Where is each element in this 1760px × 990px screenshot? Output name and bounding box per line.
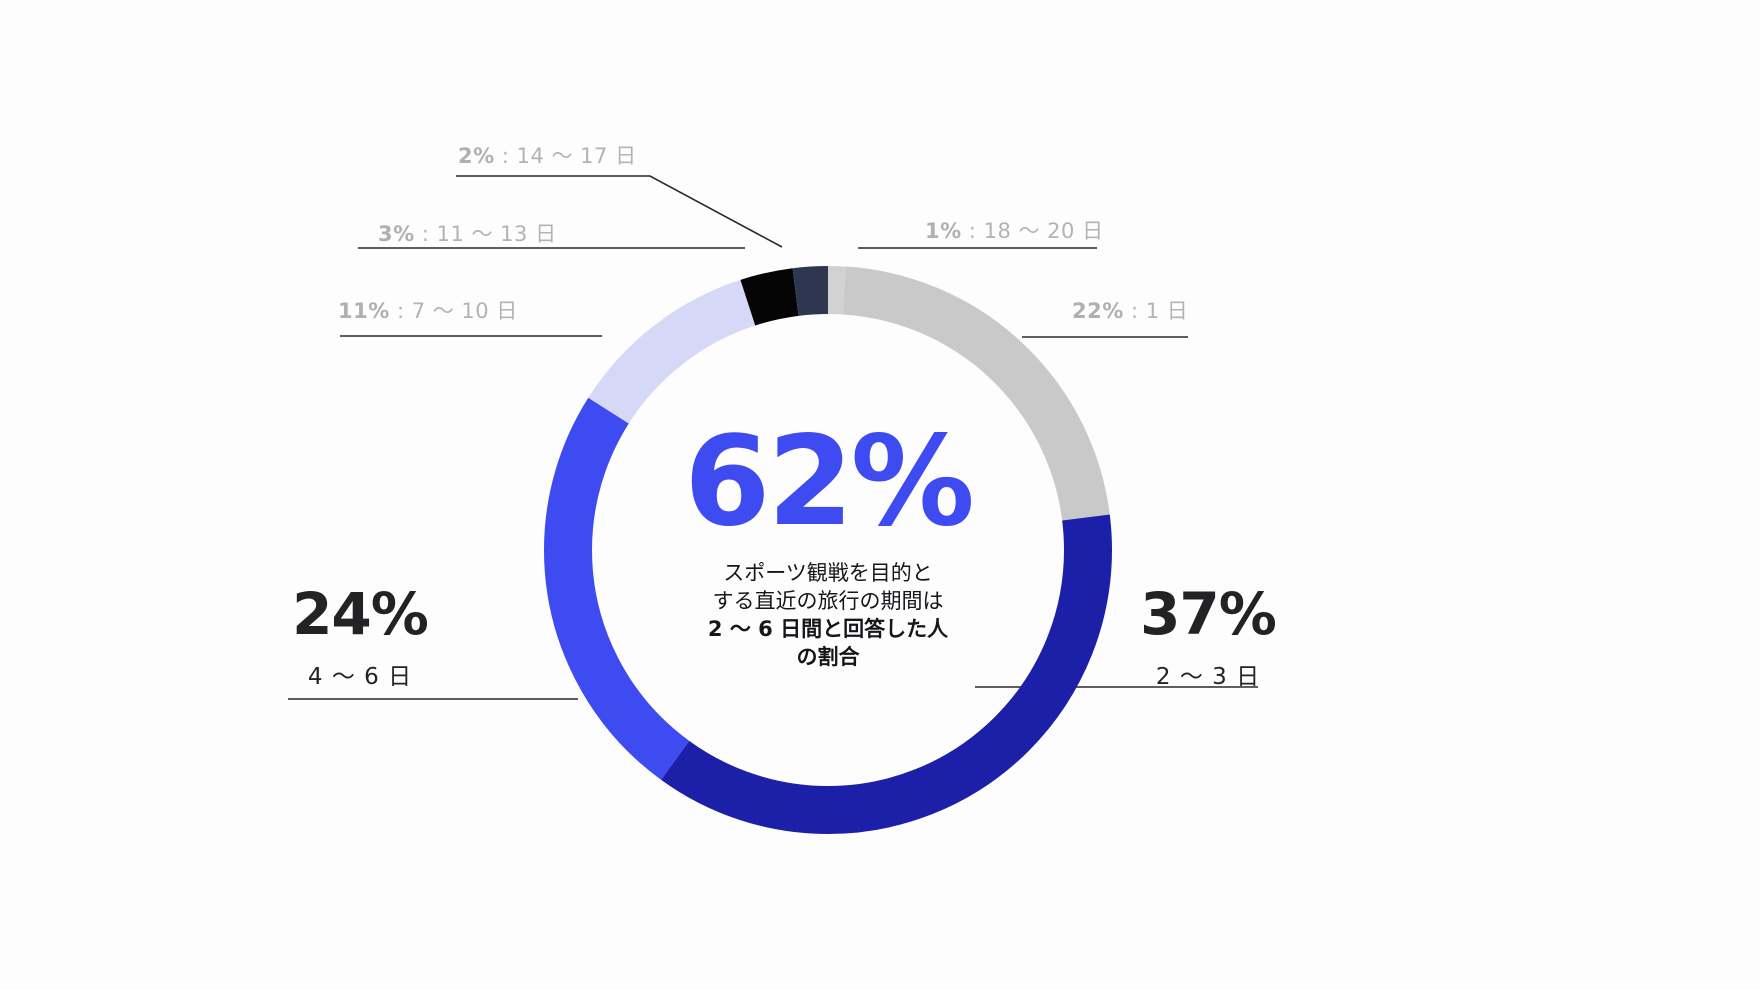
callout-minor-1pct-range: 18 〜 20 日 bbox=[983, 219, 1104, 243]
donut-slice-3[interactable] bbox=[544, 266, 1112, 834]
callout-minor-3pct-percent: 3% bbox=[378, 222, 415, 246]
callout-left-range: 4 〜 6 日 bbox=[307, 664, 413, 690]
callout-minor-11pct-percent: 11% bbox=[338, 299, 390, 323]
callout-minor-22pct-percent: 22% bbox=[1072, 299, 1124, 323]
callout-minor-1pct-sep: : bbox=[961, 219, 984, 243]
callout-minor-11pct: 11% : 7 〜 10 日 bbox=[338, 295, 518, 325]
callout-minor-3pct: 3% : 11 〜 13 日 bbox=[378, 218, 557, 248]
donut-slice-6[interactable] bbox=[544, 266, 1112, 834]
callout-minor-22pct-range: 1 日 bbox=[1145, 299, 1189, 323]
callout-minor-1pct-percent: 1% bbox=[925, 219, 962, 243]
callout-right-37pct: 37% 2 〜 3 日 bbox=[1078, 585, 1338, 691]
callout-minor-22pct: 22% : 1 日 bbox=[1072, 295, 1188, 325]
callout-minor-22pct-sep: : bbox=[1123, 299, 1146, 323]
donut-chart bbox=[518, 240, 1138, 860]
callout-left-24pct: 24% 4 〜 6 日 bbox=[230, 585, 490, 691]
callout-right-range: 2 〜 3 日 bbox=[1155, 664, 1261, 690]
callout-minor-3pct-range: 11 〜 13 日 bbox=[436, 222, 557, 246]
donut-slice-2[interactable] bbox=[544, 266, 1112, 834]
callout-minor-1pct: 1% : 18 〜 20 日 bbox=[925, 215, 1104, 245]
callout-minor-2pct-sep: : bbox=[494, 144, 517, 168]
callout-minor-2pct-percent: 2% bbox=[458, 144, 495, 168]
callout-minor-2pct: 2% : 14 〜 17 日 bbox=[458, 140, 637, 170]
callout-minor-11pct-range: 7 〜 10 日 bbox=[411, 299, 518, 323]
callout-minor-2pct-range: 14 〜 17 日 bbox=[516, 144, 637, 168]
donut-svg bbox=[544, 266, 1112, 834]
callout-minor-3pct-sep: : bbox=[414, 222, 437, 246]
callout-left-percent: 24% bbox=[292, 580, 429, 648]
callout-minor-11pct-sep: : bbox=[389, 299, 412, 323]
callout-right-percent: 37% bbox=[1140, 580, 1277, 648]
